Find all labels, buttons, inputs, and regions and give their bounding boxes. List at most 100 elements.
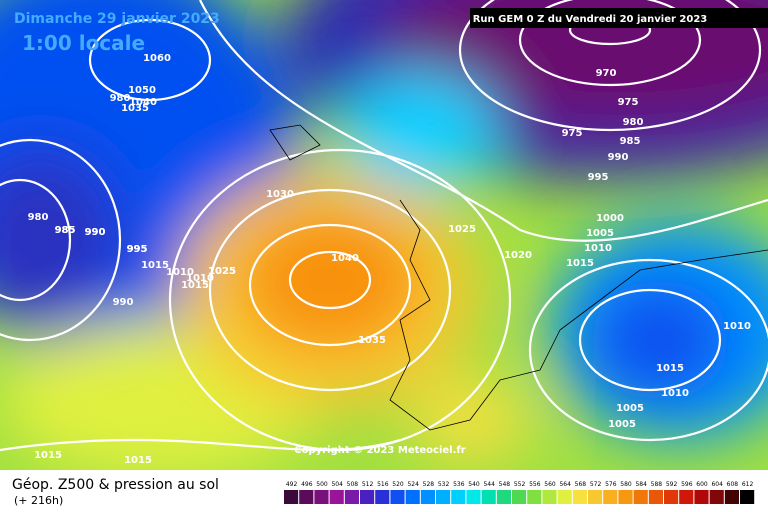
colorbar-swatch bbox=[496, 490, 511, 504]
isobar-label: 995 bbox=[127, 244, 148, 255]
isobar-label: 1025 bbox=[448, 224, 476, 235]
colorbar-swatch bbox=[618, 490, 633, 504]
colorbar-label: 500 bbox=[316, 481, 328, 488]
colorbar-swatch bbox=[679, 490, 694, 504]
colorbar-swatch bbox=[648, 490, 663, 504]
isobar-label: 1000 bbox=[596, 213, 624, 224]
isobar-label: 1010 bbox=[166, 267, 194, 278]
colorbar-swatch bbox=[451, 490, 466, 504]
colorbar-swatch bbox=[390, 490, 405, 504]
colorbar-label: 608 bbox=[727, 481, 739, 488]
colorbar-swatch bbox=[436, 490, 451, 504]
colorbar-label: 588 bbox=[651, 481, 663, 488]
isobar-label: 1015 bbox=[181, 280, 209, 291]
isobar-label: 990 bbox=[85, 227, 106, 238]
colorbar-swatch bbox=[603, 490, 618, 504]
isobar-label: 975 bbox=[618, 97, 639, 108]
colorbar-swatch bbox=[344, 490, 359, 504]
colorbar-swatch bbox=[466, 490, 481, 504]
isobar-label: 995 bbox=[127, 244, 148, 255]
colorbar-swatch bbox=[588, 490, 603, 504]
isobar-label: 1005 bbox=[586, 228, 614, 239]
isobar-label: 1035 bbox=[121, 103, 149, 114]
run-label: Run GEM 0 Z du Vendredi 20 janvier 2023 bbox=[473, 14, 708, 25]
isobar-label: 1040 bbox=[129, 97, 157, 108]
colorbar-label: 556 bbox=[529, 481, 541, 488]
colorbar-swatch bbox=[360, 490, 375, 504]
isobar-label: 1050 bbox=[128, 85, 156, 96]
isobar-label: 1015 bbox=[656, 363, 684, 374]
isobar-label: 990 bbox=[113, 297, 134, 308]
colorbar-swatch bbox=[299, 490, 314, 504]
colorbar-swatch bbox=[420, 490, 435, 504]
colorbar-label: 528 bbox=[423, 481, 435, 488]
colorbar-swatch bbox=[557, 490, 572, 504]
isobar-label: 980 bbox=[110, 93, 131, 104]
isobar-label: 1025 bbox=[208, 266, 236, 277]
colorbar-label: 548 bbox=[499, 481, 511, 488]
colorbar-label: 492 bbox=[286, 481, 298, 488]
isobar-label: 1015 bbox=[141, 260, 169, 271]
isobar-label: 985 bbox=[620, 136, 641, 147]
isobar-label: 1020 bbox=[504, 250, 532, 261]
colorbar-swatch bbox=[314, 490, 329, 504]
isobar-label: 1010 bbox=[584, 243, 612, 254]
isobar-label: 995 bbox=[588, 172, 609, 183]
colorbar-label: 584 bbox=[635, 481, 647, 488]
colorbar-label: 576 bbox=[605, 481, 617, 488]
isobar-label: 975 bbox=[562, 128, 583, 139]
isobar-label: 1010 bbox=[661, 388, 689, 399]
colorbar-label: 552 bbox=[514, 481, 526, 488]
colorbar-label: 524 bbox=[407, 481, 419, 488]
colorbar-label: 612 bbox=[742, 481, 754, 488]
colorbar: 492 496 500 504 508 512 516 520 524 528 532 536 540 5… bbox=[284, 481, 755, 504]
isobar-label: 985 bbox=[55, 225, 76, 236]
colorbar-swatch bbox=[405, 490, 420, 504]
colorbar-swatch bbox=[694, 490, 709, 504]
colorbar-label: 532 bbox=[438, 481, 450, 488]
colorbar-label: 520 bbox=[392, 481, 404, 488]
isobar-label: 1005 bbox=[616, 403, 644, 414]
time-label: 1:00 locale bbox=[22, 31, 145, 55]
colorbar-label: 504 bbox=[331, 481, 343, 488]
colorbar-label: 540 bbox=[468, 481, 480, 488]
isobars bbox=[0, 0, 768, 452]
colorbar-swatch bbox=[664, 490, 679, 504]
colorbar-label: 564 bbox=[559, 481, 571, 488]
colorbar-swatch bbox=[481, 490, 496, 504]
map-area: Dimanche 29 janvier 2023 1:00 locale Run… bbox=[0, 0, 768, 470]
coastlines bbox=[269, 124, 768, 431]
isobar-label: 970 bbox=[596, 68, 617, 79]
colorbar-swatch bbox=[740, 490, 755, 504]
colorbar-swatch bbox=[633, 490, 648, 504]
colorbar-swatch bbox=[329, 490, 344, 504]
isobar-label: 980 bbox=[623, 117, 644, 128]
colorbar-swatch bbox=[512, 490, 527, 504]
colorbar-swatch bbox=[724, 490, 739, 504]
colorbar-label: 596 bbox=[681, 481, 693, 488]
colorbar-label: 592 bbox=[666, 481, 678, 488]
colorbar-label: 496 bbox=[301, 481, 313, 488]
isobar-label: 990 bbox=[85, 227, 106, 238]
isobar-label: 1015 bbox=[124, 455, 152, 466]
isobar-label: 1040 bbox=[331, 253, 359, 264]
colorbar-label: 580 bbox=[620, 481, 632, 488]
isobar-label: 990 bbox=[608, 152, 629, 163]
colorbar-label: 572 bbox=[590, 481, 602, 488]
isobar-label: 1015 bbox=[566, 258, 594, 269]
colorbar-swatch bbox=[527, 490, 542, 504]
colorbar-label: 516 bbox=[377, 481, 389, 488]
isobar-label: 1035 bbox=[358, 335, 386, 346]
colorbar-swatch bbox=[572, 490, 587, 504]
isobar-label: 1025 bbox=[208, 266, 236, 277]
colorbar-label: 508 bbox=[347, 481, 359, 488]
colorbar-label: 512 bbox=[362, 481, 374, 488]
colorbar-label: 604 bbox=[711, 481, 723, 488]
colorbar-label: 600 bbox=[696, 481, 708, 488]
isobar-label: 980 bbox=[28, 212, 49, 223]
colorbar-swatch bbox=[542, 490, 557, 504]
isobar-labels: 1060105010401035103010251020101510101005… bbox=[28, 53, 751, 466]
isobar-label: 1005 bbox=[608, 419, 636, 430]
caption: Géop. Z500 & pression au sol bbox=[12, 477, 219, 493]
